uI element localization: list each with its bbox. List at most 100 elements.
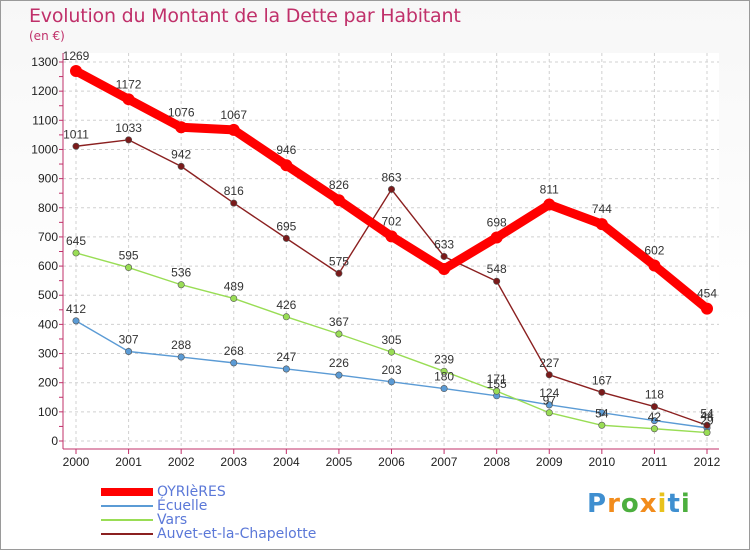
data-label-vars-2004: 426 [276,298,296,312]
data-label-oyrieres-2001: 1172 [116,77,142,91]
point-vars-2009 [545,409,553,417]
data-label-ecuelle-2005: 226 [329,356,349,370]
data-label-auvet-2006: 863 [381,170,401,184]
data-label-oyrieres-2005: 826 [329,178,349,192]
data-label-auvet-2009: 227 [539,356,559,370]
legend-item-auvet: Auvet-et-la-Chapelotte [101,527,316,541]
data-label-auvet-2001: 1033 [115,121,142,135]
point-auvet-2011 [650,403,658,411]
point-auvet-2001 [125,136,133,144]
point-ecuelle-2003 [230,359,238,367]
data-label-vars-2010: 54 [595,406,609,420]
legend-swatch-oyrieres [101,488,153,496]
point-oyrieres-2007 [438,262,451,275]
data-label-ecuelle-2003: 268 [224,344,244,358]
x-tick-label-2011: 2011 [642,455,668,469]
point-vars-2006 [387,348,395,356]
point-auvet-2002 [177,162,185,170]
point-ecuelle-2011 [650,417,658,425]
data-label-vars-2009: 97 [543,394,557,408]
data-label-auvet-2000: 1011 [63,127,89,141]
point-ecuelle-2001 [125,347,133,355]
legend-item-vars: Vars [101,513,316,527]
point-auvet-2009 [545,371,553,379]
point-oyrieres-2010 [595,218,608,231]
data-label-oyrieres-2011: 602 [644,243,664,257]
y-tick-label-1200: 1200 [31,84,58,98]
data-label-auvet-2010: 167 [592,373,612,387]
point-oyrieres-2006 [385,230,398,243]
data-label-vars-2001: 595 [119,249,139,263]
point-vars-2003 [230,294,238,302]
legend-label-ecuelle: Écuelle [157,498,208,514]
x-tick-label-2012: 2012 [694,455,721,469]
legend: OYRIèRES Écuelle Vars Auvet-et-la-Chapel… [101,485,316,541]
point-vars-2001 [125,264,133,272]
legend-label-auvet: Auvet-et-la-Chapelotte [157,526,317,542]
data-label-ecuelle-2004: 247 [276,350,296,364]
point-vars-2005 [335,330,343,338]
point-vars-2012 [703,429,711,437]
proxiti-logo: Proxiti [587,489,691,519]
y-tick-label-0: 0 [51,434,58,448]
data-label-oyrieres-2000: 1269 [63,49,90,63]
y-tick-label-400: 400 [38,317,58,331]
legend-label-oyrieres: OYRIèRES [157,484,226,500]
point-oyrieres-2001 [122,93,135,106]
data-label-ecuelle-2006: 203 [381,363,401,377]
data-label-auvet-2012: 54 [700,406,714,420]
data-label-oyrieres-2012: 454 [697,287,717,301]
data-label-oyrieres-2006: 702 [381,214,401,228]
legend-swatch-vars [101,519,153,521]
x-tick-label-2003: 2003 [220,455,247,469]
point-vars-2010 [598,421,606,429]
data-label-vars-2011: 42 [648,410,662,424]
point-oyrieres-2009 [543,198,556,211]
point-ecuelle-2002 [177,353,185,361]
data-label-ecuelle-2007: 180 [434,370,454,384]
point-vars-2011 [650,425,658,433]
data-label-oyrieres-2009: 811 [540,183,559,197]
y-tick-label-500: 500 [38,288,58,302]
data-label-vars-2007: 239 [434,352,454,366]
x-tick-label-2007: 2007 [431,455,458,469]
point-auvet-2006 [387,185,395,193]
point-auvet-2005 [335,269,343,277]
data-label-auvet-2011: 118 [645,388,664,402]
x-tick-label-2006: 2006 [378,455,405,469]
point-auvet-2003 [230,199,238,207]
legend-label-vars: Vars [157,512,188,528]
y-tick-label-700: 700 [38,230,58,244]
y-tick-label-600: 600 [38,259,58,273]
chart-subtitle: (en €) [29,29,65,43]
data-label-vars-2002: 536 [171,266,191,280]
point-oyrieres-2012 [701,302,713,315]
x-tick-label-2010: 2010 [588,455,615,469]
point-vars-2004 [282,313,290,321]
point-auvet-2010 [598,388,606,396]
data-label-oyrieres-2008: 698 [487,216,507,230]
data-label-auvet-2002: 942 [171,147,191,161]
point-ecuelle-2010 [598,409,606,417]
point-oyrieres-2002 [175,121,188,134]
data-label-oyrieres-2003: 1067 [220,108,247,122]
point-oyrieres-2005 [332,194,345,207]
point-ecuelle-2007 [440,385,448,393]
point-oyrieres-2000 [70,65,82,78]
x-tick-label-2009: 2009 [536,455,563,469]
legend-item-ecuelle: Écuelle [101,499,316,513]
point-vars-2000 [72,249,80,257]
data-label-auvet-2007: 633 [434,237,454,251]
point-vars-2002 [177,281,185,289]
x-tick-label-2008: 2008 [483,455,510,469]
x-tick-label-2005: 2005 [326,455,353,469]
point-oyrieres-2008 [490,231,503,244]
legend-swatch-auvet [101,533,153,535]
data-label-oyrieres-2002: 1076 [168,105,195,119]
point-oyrieres-2011 [648,259,661,272]
y-tick-label-1100: 1100 [32,113,58,127]
y-tick-label-800: 800 [38,201,58,215]
point-vars-2007 [440,367,448,375]
